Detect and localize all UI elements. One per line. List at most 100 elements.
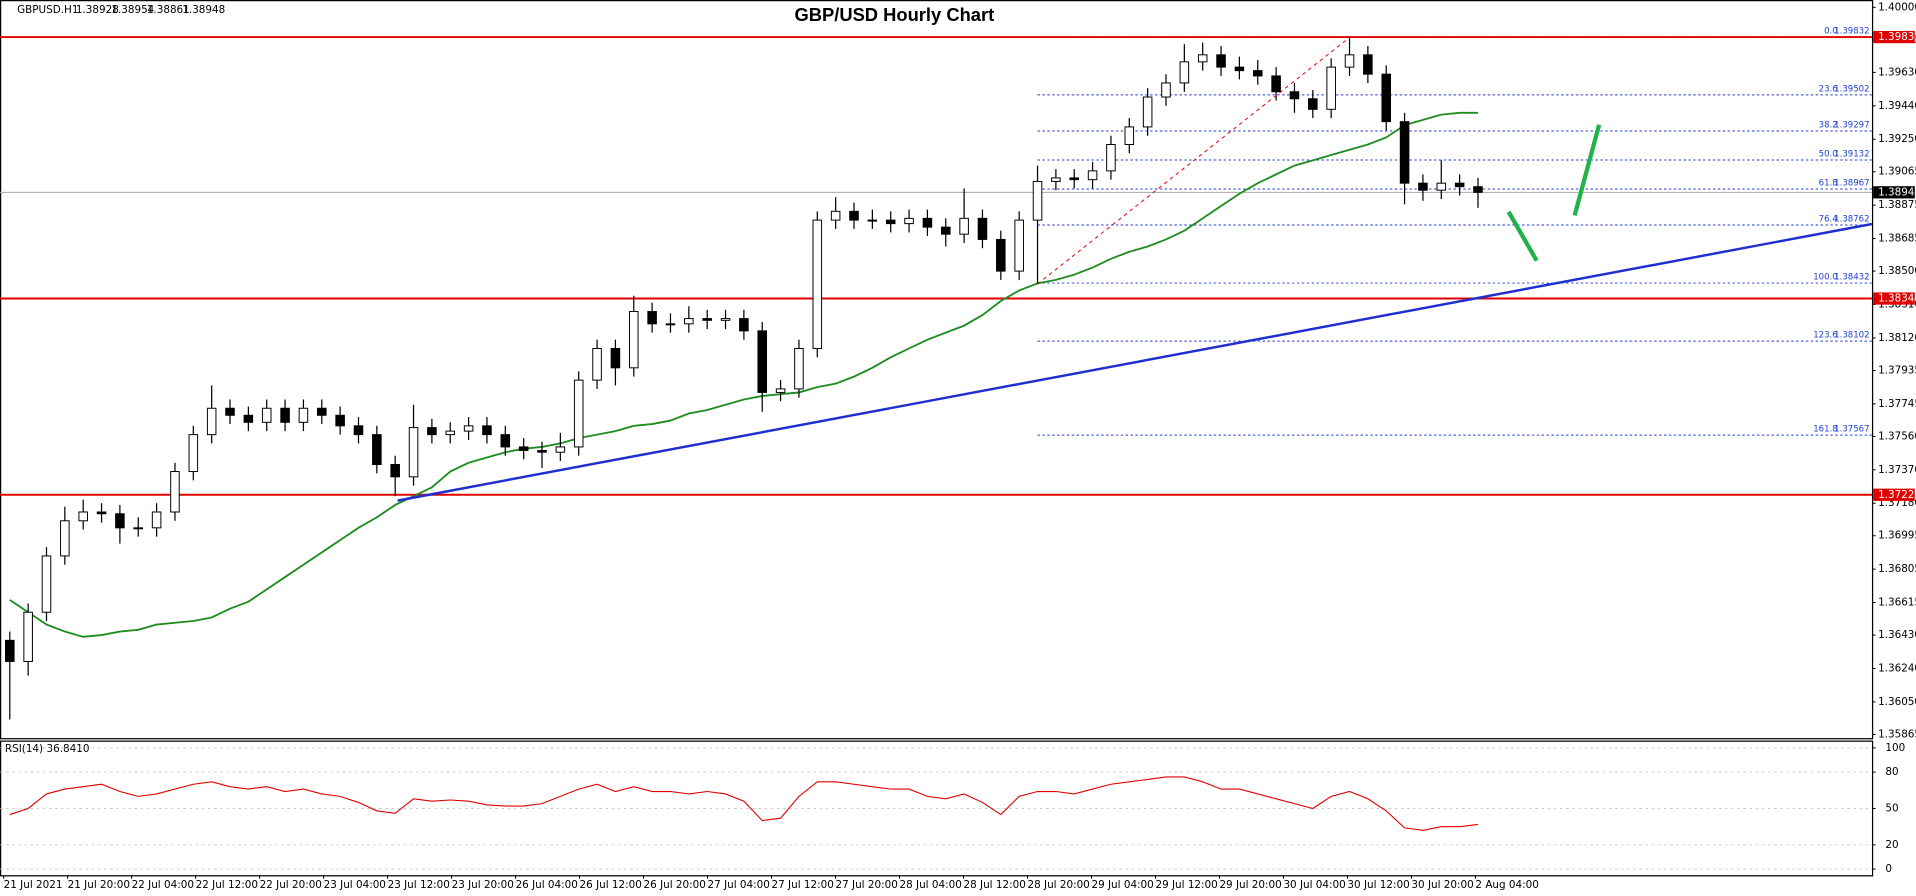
candle-body <box>1308 98 1318 110</box>
candle-body <box>445 430 456 436</box>
y-tick-label: 1.36995 <box>1878 530 1916 542</box>
candle-body <box>408 427 419 478</box>
fib-price: 1.39502 <box>1834 84 1869 94</box>
quote-value: 1.38954 <box>111 4 154 16</box>
rsi-tick-label: 50 <box>1885 802 1898 814</box>
y-tick-label: 1.37370 <box>1878 464 1916 476</box>
y-tick-label: 1.37745 <box>1878 398 1916 410</box>
quote-value: 1.38861 <box>147 4 190 16</box>
fib-price: 1.39297 <box>1834 120 1869 130</box>
candle-body <box>757 330 768 393</box>
fib-ratio: 61.8 <box>1819 178 1838 188</box>
x-tick-label: 29 Jul 12:00 <box>1155 879 1217 891</box>
candle-body <box>115 513 125 529</box>
candle-body <box>390 464 400 478</box>
level-label: 1.37228 <box>1878 489 1916 501</box>
x-tick-label: 26 Jul 20:00 <box>644 879 706 891</box>
fib-price: 1.39132 <box>1834 149 1869 159</box>
x-tick-label: 23 Jul 12:00 <box>388 879 450 891</box>
candle-body <box>353 425 364 436</box>
symbol: GBPUSD.H1 <box>17 4 78 16</box>
candle-body <box>60 520 70 557</box>
y-tick-label: 1.38875 <box>1878 199 1916 211</box>
candle-body <box>1069 177 1080 181</box>
candle-body <box>1216 54 1226 68</box>
candle-body <box>1399 121 1410 184</box>
fib-ratio: 161.8 <box>1813 425 1837 435</box>
candle-body <box>555 446 566 453</box>
candle-body <box>647 311 657 325</box>
candle-body <box>1197 54 1208 63</box>
fib-price: 1.38432 <box>1834 272 1869 282</box>
y-tick-label: 1.36050 <box>1878 696 1916 708</box>
x-tick-label: 30 Jul 20:00 <box>1411 879 1473 891</box>
x-tick-label: 23 Jul 20:00 <box>452 879 514 891</box>
candle-body <box>1418 182 1428 191</box>
candle-body <box>1234 66 1245 72</box>
y-tick-label: 1.38685 <box>1878 233 1916 245</box>
rsi-tick-label: 100 <box>1885 742 1905 754</box>
candle-body <box>1014 219 1024 272</box>
fib-price: 1.37567 <box>1834 425 1869 435</box>
candle-body <box>41 555 52 613</box>
candle-body <box>372 434 382 466</box>
x-tick-label: 28 Jul 04:00 <box>900 879 962 891</box>
candle-body <box>885 219 896 225</box>
candle-body <box>463 425 474 432</box>
arrow-up <box>1572 124 1602 216</box>
candle-body <box>1179 61 1190 84</box>
fib-price: 1.38967 <box>1834 178 1869 188</box>
candle-body <box>1142 96 1153 128</box>
fib-ratio: 76.4 <box>1819 214 1838 224</box>
plot-layer <box>0 36 1872 870</box>
candle-body <box>96 511 107 515</box>
candle-body <box>996 238 1006 272</box>
candle-body <box>335 414 345 427</box>
x-tick-label: 29 Jul 20:00 <box>1219 879 1281 891</box>
rsi-title: RSI(14) <box>5 743 43 755</box>
candle-body <box>592 347 602 381</box>
candle-body <box>1252 70 1263 77</box>
candle-body <box>573 379 584 448</box>
candle-body <box>812 219 823 349</box>
candle-body <box>206 407 217 436</box>
fib-ratio: 123.6 <box>1813 330 1837 340</box>
x-tick-label: 27 Jul 12:00 <box>772 879 834 891</box>
price-panel <box>0 0 1874 740</box>
chart-title: GBP/USD Hourly Chart <box>795 4 995 25</box>
level-label: 1.38344 <box>1878 293 1916 305</box>
candle-body <box>940 226 951 235</box>
candle-body <box>1326 66 1336 110</box>
x-tick-label: 30 Jul 04:00 <box>1283 879 1345 891</box>
candle-body <box>665 323 676 326</box>
candle-body <box>1087 170 1098 181</box>
candle-body <box>1436 182 1447 191</box>
candle-body <box>243 414 254 423</box>
candle-body <box>794 347 804 390</box>
candle-body <box>1454 182 1465 188</box>
candle-body <box>5 639 15 662</box>
rsi-tick-label: 20 <box>1885 839 1898 851</box>
candle-body <box>739 318 749 332</box>
candle-body <box>500 434 511 448</box>
x-tick-label: 28 Jul 12:00 <box>964 879 1026 891</box>
x-tick-label: 22 Jul 04:00 <box>132 879 194 891</box>
candle-body <box>1344 54 1355 68</box>
fib-ratio: 100.0 <box>1813 272 1837 282</box>
y-tick-label: 1.36805 <box>1878 563 1916 575</box>
fib-ratio: 0.0 <box>1824 26 1838 36</box>
rsi-current: 36.8410 <box>46 743 89 755</box>
x-tick-label: 21 Jul 2021 <box>4 879 63 891</box>
fib-ratio: 23.6 <box>1819 84 1838 94</box>
y-tick-label: 1.37560 <box>1878 430 1916 442</box>
candle-body <box>720 318 731 321</box>
candle-body <box>317 407 327 416</box>
level-box <box>1873 30 1915 44</box>
candle-body <box>702 318 712 321</box>
candle-body <box>684 318 694 325</box>
quote-value: 1.38928 <box>76 4 119 16</box>
candle-body <box>261 407 272 423</box>
x-tick-label: 26 Jul 04:00 <box>516 879 578 891</box>
